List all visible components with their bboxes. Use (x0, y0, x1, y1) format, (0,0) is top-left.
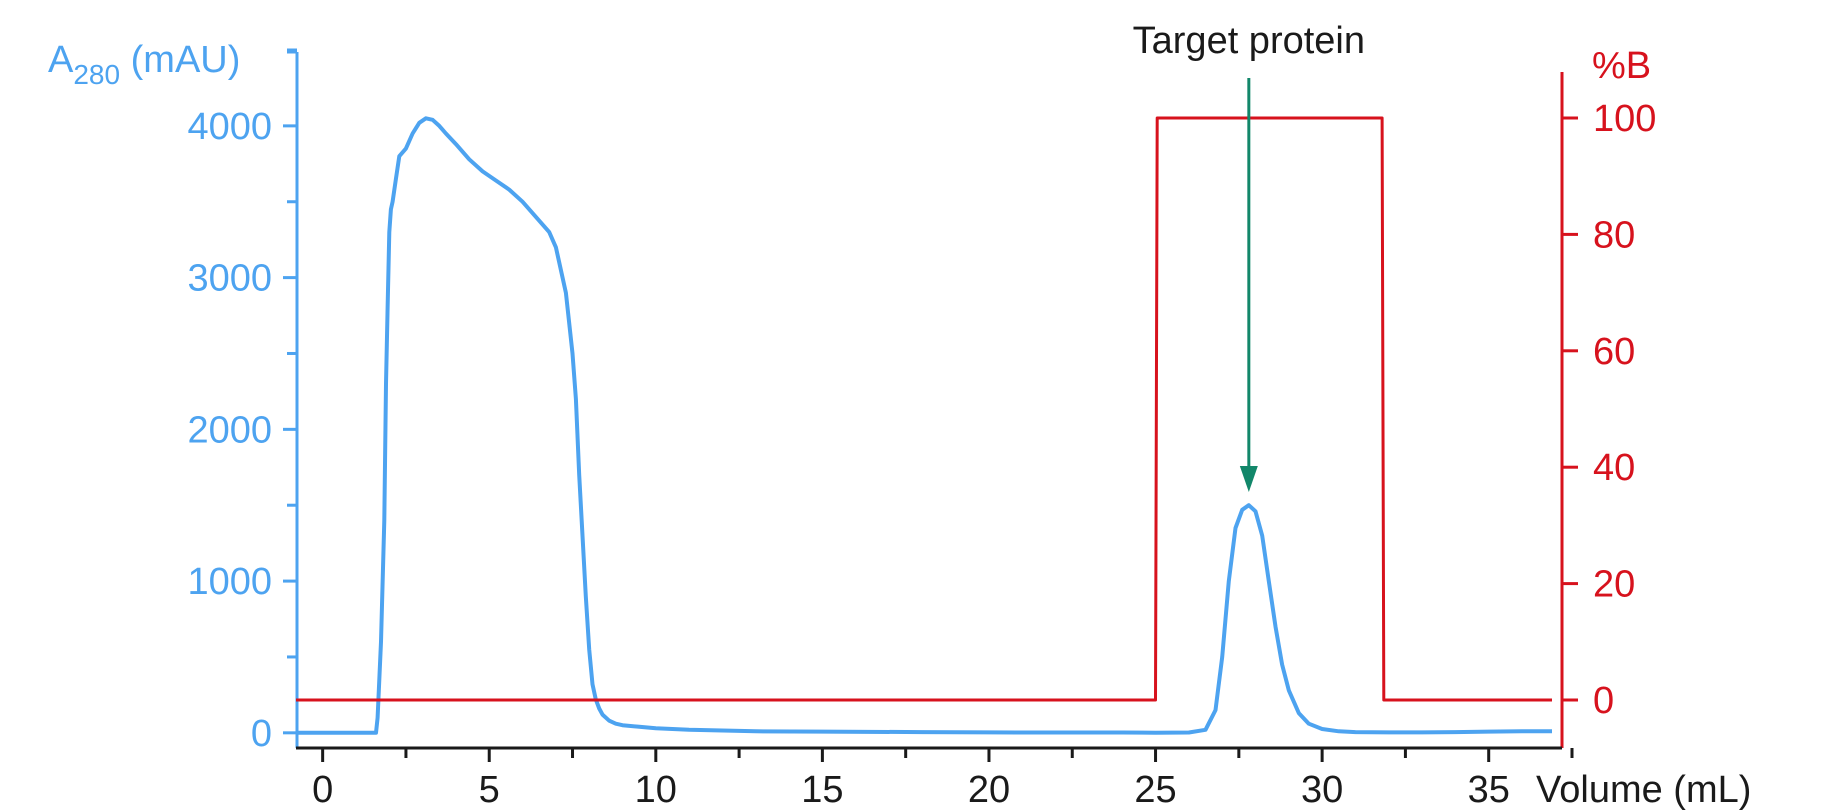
x-tick-label: 30 (1301, 769, 1343, 811)
annotation-label: Target protein (1133, 20, 1365, 62)
left-axis-title: A280 (mAU) (48, 39, 240, 90)
right-tick-label: 60 (1593, 331, 1635, 373)
left-tick-label: 0 (251, 713, 272, 755)
x-tick-label: 15 (801, 769, 843, 811)
x-tick-label: 5 (479, 769, 500, 811)
right-tick-label: 80 (1593, 214, 1635, 256)
series-layer (296, 116, 1552, 735)
left-tick-label: 3000 (187, 258, 272, 300)
percent-b-gradient-line (296, 116, 1552, 702)
left-tick-label: 1000 (187, 561, 272, 603)
left-axis-title-subscript: 280 (73, 59, 120, 90)
x-tick-label: 0 (312, 769, 333, 811)
right-tick-label: 20 (1593, 564, 1635, 606)
right-tick-label: 0 (1593, 680, 1614, 722)
absorbance-a280-line (296, 116, 1552, 735)
x-tick-label: 10 (635, 769, 677, 811)
x-tick-label: 35 (1468, 769, 1510, 811)
axes-layer (283, 48, 1578, 762)
left-axis-title-main: A (48, 39, 74, 81)
left-axis-title-unit: (mAU) (120, 39, 240, 81)
right-tick-label: 100 (1593, 98, 1656, 140)
annotation-arrowhead (1239, 466, 1258, 492)
x-tick-label: 25 (1134, 769, 1176, 811)
left-tick-label: 2000 (187, 409, 272, 451)
right-axis-title: %B (1592, 45, 1651, 87)
x-axis-title: Volume (mL) (1536, 769, 1751, 811)
x-tick-label: 20 (968, 769, 1010, 811)
annotation-layer (1239, 78, 1258, 492)
right-tick-label: 40 (1593, 447, 1635, 489)
left-tick-label: 4000 (187, 106, 272, 148)
